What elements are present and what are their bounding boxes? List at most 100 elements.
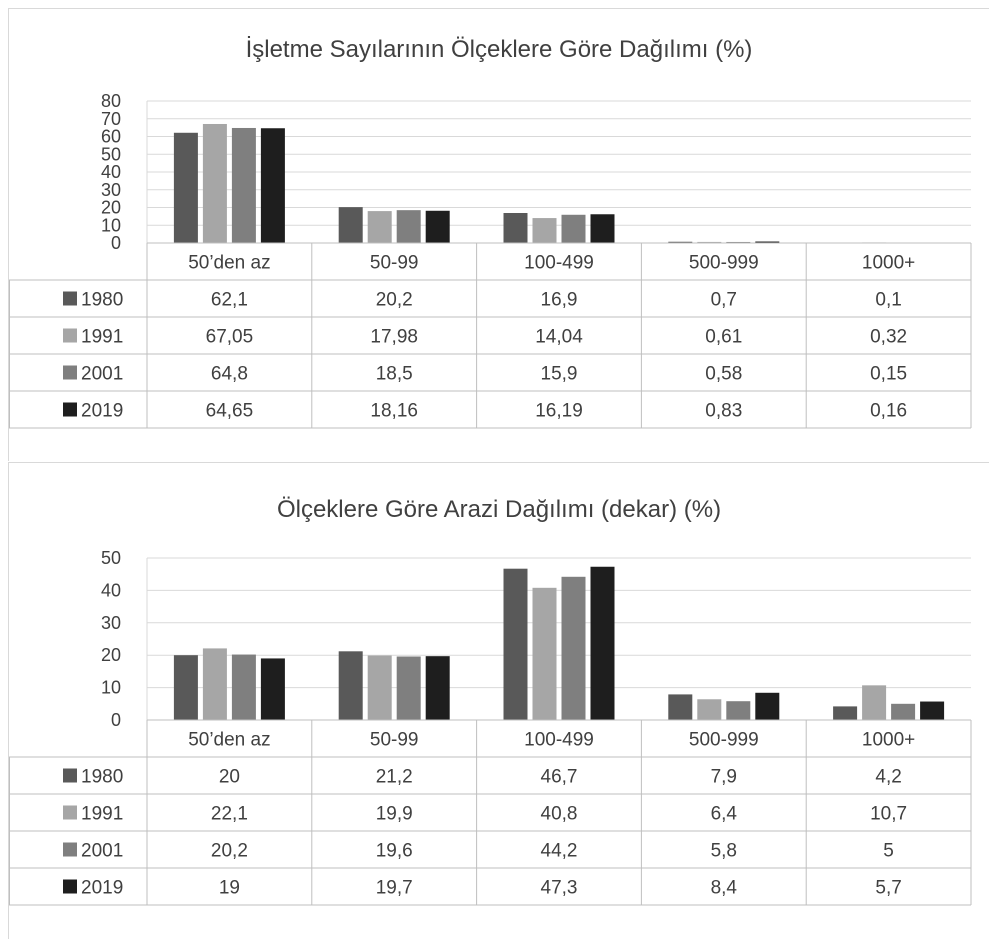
chart-panel-establishments: İşletme Sayılarının Ölçeklere Göre Dağıl… xyxy=(8,8,989,461)
bar xyxy=(368,211,392,243)
data-label: 0,58 xyxy=(705,364,742,385)
bar xyxy=(891,704,915,720)
bar xyxy=(668,694,692,720)
bar xyxy=(261,128,285,243)
bar xyxy=(426,656,450,720)
y-tick-label: 30 xyxy=(101,180,121,200)
data-label: 40,8 xyxy=(541,804,578,825)
y-tick-label: 50 xyxy=(101,144,121,164)
y-tick-label: 10 xyxy=(101,215,121,235)
chart-panel-land: Ölçeklere Göre Arazi Dağılımı (dekar) (%… xyxy=(8,462,989,939)
data-label: 17,98 xyxy=(370,327,418,348)
bar xyxy=(533,588,557,720)
data-label: 19,6 xyxy=(376,841,413,862)
data-label: 18,16 xyxy=(370,401,418,422)
chart-title: İşletme Sayılarının Ölçeklere Göre Dağıl… xyxy=(246,36,753,63)
data-label: 22,1 xyxy=(211,804,248,825)
bar xyxy=(591,567,615,720)
data-label: 0,83 xyxy=(705,401,742,422)
y-tick-label: 20 xyxy=(101,645,121,665)
data-label: 19,9 xyxy=(376,804,413,825)
data-label: 10,7 xyxy=(870,804,907,825)
bar xyxy=(426,211,450,243)
category-label: 500-999 xyxy=(689,730,759,751)
data-label: 19,7 xyxy=(376,878,413,899)
data-label: 15,9 xyxy=(541,364,578,385)
bar xyxy=(397,210,421,243)
bar xyxy=(232,655,256,720)
legend-key xyxy=(63,366,77,380)
y-tick-label: 30 xyxy=(101,613,121,633)
bar xyxy=(504,213,528,243)
category-label: 500-999 xyxy=(689,253,759,274)
series-name: 1980 xyxy=(81,767,123,788)
data-label: 67,05 xyxy=(206,327,254,348)
y-tick-label: 40 xyxy=(101,580,121,600)
data-label: 6,4 xyxy=(711,804,738,825)
category-label: 1000+ xyxy=(862,253,915,274)
category-label: 100-499 xyxy=(524,253,594,274)
bar xyxy=(862,685,886,720)
bar xyxy=(368,656,392,720)
category-label: 1000+ xyxy=(862,730,915,751)
bar xyxy=(203,648,227,720)
legend-key xyxy=(63,403,77,417)
data-label: 8,4 xyxy=(711,878,738,899)
series-name: 1991 xyxy=(81,327,123,348)
data-label: 44,2 xyxy=(541,841,578,862)
data-label: 64,8 xyxy=(211,364,248,385)
bar xyxy=(397,656,421,720)
y-tick-label: 70 xyxy=(101,109,121,129)
legend-key xyxy=(63,329,77,343)
bar xyxy=(533,218,557,243)
y-tick-label: 40 xyxy=(101,162,121,182)
data-label: 47,3 xyxy=(541,878,578,899)
data-label: 46,7 xyxy=(541,767,578,788)
data-label: 16,9 xyxy=(541,290,578,311)
category-label: 50-99 xyxy=(370,730,419,751)
bar xyxy=(504,569,528,720)
series-name: 2001 xyxy=(81,841,123,862)
category-label: 100-499 xyxy=(524,730,594,751)
bar xyxy=(591,214,615,243)
legend-key xyxy=(63,806,77,820)
chart-land: Ölçeklere Göre Arazi Dağılımı (dekar) (%… xyxy=(9,463,989,940)
data-label: 16,19 xyxy=(535,401,583,422)
data-label: 19 xyxy=(219,878,240,899)
data-label: 14,04 xyxy=(535,327,583,348)
bar xyxy=(339,207,363,243)
data-label: 5 xyxy=(883,841,894,862)
bar xyxy=(726,701,750,720)
bar xyxy=(174,133,198,243)
y-tick-label: 50 xyxy=(101,548,121,568)
bar xyxy=(755,693,779,720)
data-label: 18,5 xyxy=(376,364,413,385)
data-label: 5,8 xyxy=(711,841,737,862)
y-tick-label: 80 xyxy=(101,91,121,111)
series-name: 1980 xyxy=(81,290,123,311)
data-label: 7,9 xyxy=(711,767,737,788)
data-label: 20,2 xyxy=(376,290,413,311)
bar xyxy=(833,706,857,720)
series-name: 2001 xyxy=(81,364,123,385)
data-label: 0,16 xyxy=(870,401,907,422)
bar xyxy=(562,577,586,720)
bar xyxy=(232,128,256,243)
bar xyxy=(920,702,944,720)
legend-key xyxy=(63,843,77,857)
bar xyxy=(261,658,285,720)
data-label: 0,32 xyxy=(870,327,907,348)
data-label: 4,2 xyxy=(875,767,901,788)
category-label: 50’den az xyxy=(188,730,270,751)
legend-key xyxy=(63,292,77,306)
data-label: 20 xyxy=(219,767,240,788)
category-label: 50-99 xyxy=(370,253,419,274)
legend-key xyxy=(63,880,77,894)
chart-title: Ölçeklere Göre Arazi Dağılımı (dekar) (%… xyxy=(277,496,721,523)
y-tick-label: 0 xyxy=(111,233,121,253)
series-name: 2019 xyxy=(81,401,123,422)
bar xyxy=(174,655,198,720)
data-label: 62,1 xyxy=(211,290,248,311)
data-label: 0,7 xyxy=(711,290,737,311)
data-label: 0,15 xyxy=(870,364,907,385)
